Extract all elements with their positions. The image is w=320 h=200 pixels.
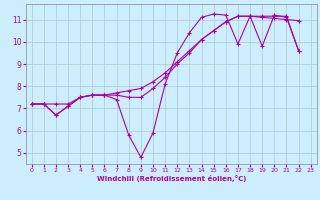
X-axis label: Windchill (Refroidissement éolien,°C): Windchill (Refroidissement éolien,°C) — [97, 175, 246, 182]
